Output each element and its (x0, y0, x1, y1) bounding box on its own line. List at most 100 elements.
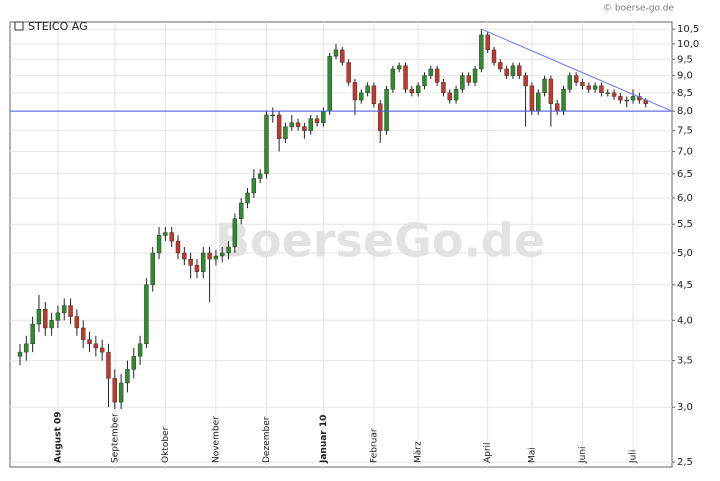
candle-body (611, 92, 617, 97)
y-tick-label: 7,5 (677, 126, 693, 137)
y-tick-label: 4,0 (677, 315, 693, 326)
candle-body (175, 240, 181, 254)
candle-body (340, 49, 345, 63)
candle-body (466, 75, 471, 83)
candle-body (295, 122, 301, 127)
candle-body (523, 75, 528, 87)
candle-body (207, 252, 212, 260)
candle-body (548, 78, 554, 104)
candle-body (150, 252, 155, 285)
candle-body (188, 258, 193, 266)
candle-body (447, 92, 452, 101)
candle-body (182, 252, 187, 260)
candle-body (561, 89, 566, 112)
candle-body (321, 110, 326, 123)
x-tick-label: Februar (369, 428, 379, 463)
candle-body (112, 378, 118, 403)
x-tick-label: Juli (629, 450, 639, 464)
candle-body (630, 96, 636, 101)
candle-body (397, 65, 402, 70)
candle-body (251, 178, 257, 194)
candle-body (555, 103, 560, 112)
candle-body (30, 323, 35, 345)
legend-box (14, 21, 24, 31)
candle-body (472, 68, 478, 83)
candle-body (542, 78, 547, 94)
candle-body (302, 126, 307, 131)
y-tick-label: 9,0 (677, 71, 693, 82)
candle-body (201, 252, 206, 272)
candle-body (567, 75, 573, 90)
candle-body (485, 34, 490, 51)
candle-body (118, 382, 124, 403)
candle-body (125, 369, 130, 384)
watermark: BoerseGo.de (215, 214, 545, 268)
candle-body (24, 343, 29, 353)
y-tick-label: 2,5 (677, 457, 693, 468)
candle-body (194, 265, 200, 272)
candle-body (169, 232, 174, 242)
candle-body (333, 49, 339, 57)
x-tick-label: Dezember (262, 416, 272, 463)
candle-body (415, 85, 421, 94)
candle-body (289, 122, 294, 127)
y-tick-label: 8,0 (677, 106, 693, 117)
candle-body (403, 65, 408, 90)
candle-body (55, 312, 61, 321)
candle-body (618, 96, 623, 101)
candle-body (17, 351, 23, 357)
candle-body (365, 85, 370, 94)
candle-body (491, 49, 497, 63)
candle-body (226, 246, 231, 254)
candle-body (599, 85, 604, 94)
candle-body (257, 173, 263, 179)
x-tick-label: Mai (527, 447, 537, 463)
y-tick-label: 6,5 (677, 169, 693, 180)
candle-body (68, 305, 73, 317)
candle-body (378, 103, 383, 131)
candle-body (327, 55, 332, 112)
y-tick-label: 9,5 (677, 54, 693, 65)
candle-body (504, 68, 509, 76)
y-tick-label: 7,0 (677, 146, 693, 157)
candle-body (346, 62, 351, 83)
candle-body (163, 232, 168, 236)
candle-body (573, 75, 579, 83)
candle-body (390, 68, 396, 90)
y-tick-label: 8,5 (677, 88, 693, 99)
x-tick-label: August 09 (53, 411, 63, 463)
candle-body (308, 118, 313, 131)
candle-body (517, 65, 522, 76)
candle-body (137, 343, 143, 357)
candle-body (352, 82, 358, 101)
candle-body (80, 327, 86, 340)
candle-body (422, 75, 427, 87)
candle-body (131, 356, 136, 370)
candle-body (213, 255, 219, 260)
y-tick-label: 4,5 (677, 280, 693, 291)
candle-body (264, 114, 269, 175)
candle-body (93, 343, 99, 349)
candle-body (536, 92, 541, 112)
candle-body (624, 99, 629, 102)
y-tick-label: 3,5 (677, 356, 693, 367)
candle-body (580, 82, 585, 87)
candle-body (428, 68, 433, 76)
candle-body (441, 82, 446, 94)
candle-body (276, 114, 282, 139)
y-tick-label: 10,5 (677, 24, 699, 35)
candle-body (409, 89, 415, 94)
candle-body (156, 235, 162, 254)
candle-body (586, 85, 591, 90)
candle-body (453, 89, 459, 101)
candle-body (434, 68, 440, 83)
x-tick-label: Januar 10 (319, 415, 329, 464)
candle-body (283, 126, 288, 139)
marks (10, 28, 673, 410)
candle-body (384, 89, 389, 131)
candle-body (510, 65, 516, 76)
candle-body (87, 339, 92, 345)
legend-label: STEICO AG (28, 20, 88, 33)
candle-body (479, 34, 484, 70)
candle-body (232, 218, 238, 248)
